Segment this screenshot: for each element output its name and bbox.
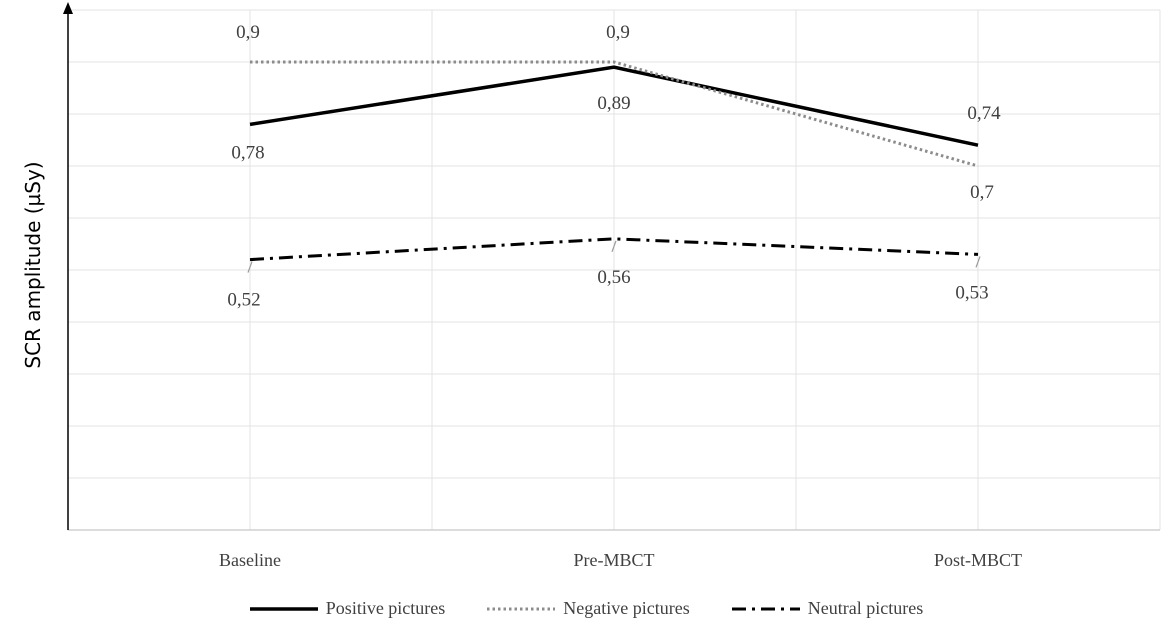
x-tick-label: Pre-MBCT: [574, 550, 655, 570]
data-label: 0,9: [606, 22, 630, 43]
x-tick-labels: Baseline Pre-MBCT Post-MBCT: [219, 550, 1022, 570]
legend: Positive pictures Negative pictures Neutra…: [0, 598, 1171, 619]
y-axis-arrow: [63, 2, 73, 14]
series-line: [249, 237, 979, 262]
data-label: 0,9: [236, 22, 260, 43]
data-label: 0,52: [227, 290, 260, 311]
leader-line: [975, 256, 981, 268]
legend-item: Positive pictures: [248, 598, 446, 619]
legend-label: Positive pictures: [325, 598, 446, 618]
leader-line: [611, 240, 617, 253]
x-tick-label: Baseline: [219, 550, 281, 570]
axes: [63, 2, 1160, 531]
legend-swatch: [487, 607, 556, 610]
legend-label: Neutral pictures: [807, 598, 924, 618]
legend-swatch: [249, 606, 318, 611]
series-line: [250, 60, 979, 168]
data-label: 0,7: [970, 182, 994, 203]
legend-item: Negative pictures: [485, 598, 690, 619]
data-label: 0,53: [955, 282, 988, 303]
leader-line: [247, 261, 253, 273]
legend-label: Negative pictures: [563, 598, 690, 618]
legend-swatch: [731, 607, 800, 610]
data-label: 0,56: [597, 267, 630, 288]
x-tick-label: Post-MBCT: [934, 550, 1022, 570]
data-label: 0,74: [967, 103, 1001, 124]
series-lines: [249, 60, 979, 262]
data-label: 0,78: [231, 142, 264, 163]
series-line: [249, 65, 979, 147]
legend-item: Neutral pictures: [730, 598, 923, 619]
data-label: 0,89: [597, 93, 630, 114]
data-labels: 0,78 0,89 0,74 0,9 0,9 0,7 0,52 0,56 0,53: [227, 22, 1001, 311]
